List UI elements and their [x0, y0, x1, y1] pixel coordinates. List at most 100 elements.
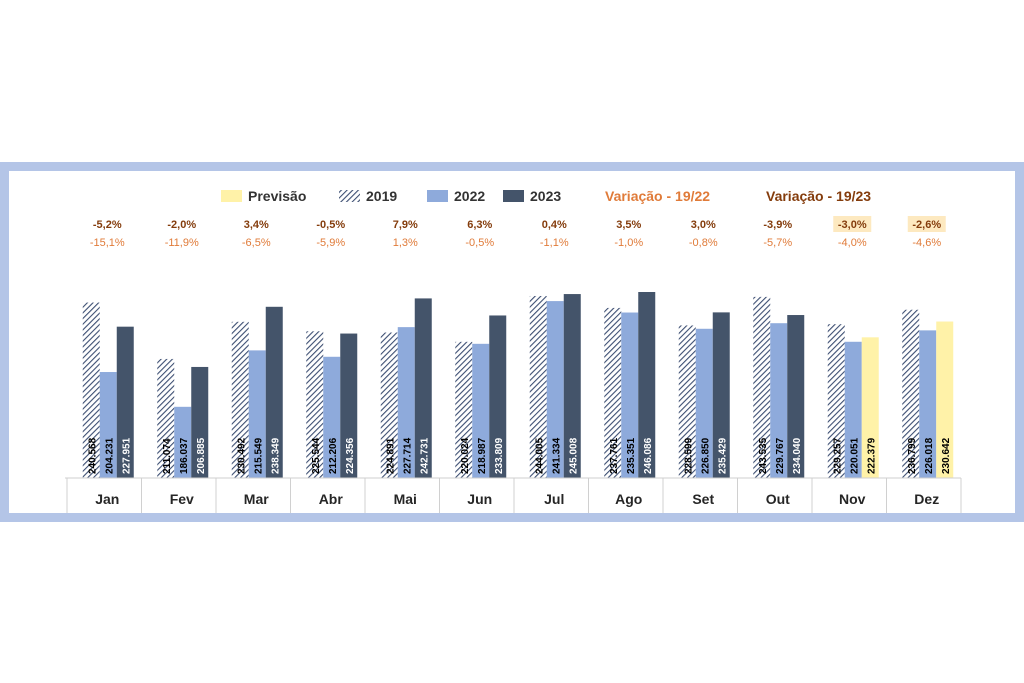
- variation-19-23-label: -5,2%: [93, 219, 122, 231]
- bar-value-label: 236.799: [907, 437, 918, 474]
- month-label: Out: [766, 491, 790, 507]
- bar-value-label: 234.040: [792, 437, 803, 474]
- bar-value-label: 244.005: [534, 437, 545, 474]
- variation-19-22-label: 1,3%: [393, 237, 418, 249]
- bar-2022: [248, 350, 266, 478]
- legend-variacao-19-23-label: Variação - 19/23: [766, 188, 871, 204]
- bar-2023: [191, 366, 209, 478]
- bar-2023: [712, 312, 730, 478]
- bar-value-label: 235.429: [717, 437, 728, 474]
- bar-2019: [753, 296, 771, 478]
- bar-2023: [340, 333, 358, 478]
- bar-value-label: 237.761: [609, 437, 620, 474]
- bar-2019: [529, 295, 547, 478]
- bar-2023: [265, 306, 283, 478]
- bar-value-label: 243.535: [758, 437, 769, 474]
- bar-2023: [414, 298, 432, 478]
- bar-value-label: 218.987: [477, 437, 488, 474]
- variation-19-23-label: -2,6%: [912, 219, 941, 231]
- legend-2019-label: 2019: [366, 188, 397, 204]
- variation-19-23-label: 3,5%: [616, 219, 641, 231]
- bar-2022: [174, 406, 192, 478]
- variation-19-22-label: -4,6%: [912, 237, 941, 249]
- month-label: Jan: [95, 491, 119, 507]
- bar-value-label: 241.334: [551, 437, 562, 474]
- bar-value-label: 211.074: [162, 438, 173, 474]
- bar-value-label: 227.714: [402, 437, 413, 474]
- variation-19-23-label: 0,4%: [542, 219, 567, 231]
- month-label: Mar: [244, 491, 269, 507]
- bar-2019: [604, 307, 622, 478]
- bar-2023: [116, 326, 134, 478]
- bar-value-label: 220.024: [460, 437, 471, 474]
- bar-2022: [919, 330, 937, 478]
- bar-2023: [489, 315, 507, 478]
- bar-2022: [844, 341, 862, 478]
- bar-value-label: 233.809: [494, 437, 505, 474]
- month-label: Abr: [319, 491, 344, 507]
- bar-value-label: 246.086: [643, 437, 654, 474]
- bar-2023: [936, 321, 954, 478]
- month-label: Set: [692, 491, 714, 507]
- legend-2019-swatch: [339, 190, 360, 202]
- legend-2022-label: 2022: [454, 188, 485, 204]
- bar-value-label: 225.544: [311, 437, 322, 474]
- bar-value-label: 186.037: [179, 437, 190, 474]
- bar-2019: [157, 358, 175, 478]
- bar-value-label: 227.951: [121, 437, 132, 474]
- bar-2023: [787, 315, 805, 478]
- chart: Previsão 2019 2022 2023 Variação - 19/22 Vari…: [65, 188, 962, 513]
- month-label: Nov: [839, 491, 866, 507]
- bar-value-label: 235.351: [626, 437, 637, 474]
- month-label: Dez: [914, 491, 939, 507]
- bar-2023: [563, 294, 581, 478]
- variation-labels: -5,2% -15,1% -2,0% -11,9% 3,4% -6,5% -0,5% -5,9…: [90, 216, 946, 249]
- variation-19-22-label: -5,7%: [763, 237, 792, 249]
- variation-19-22-label: -4,0%: [838, 237, 867, 249]
- variation-19-23-label: -3,9%: [763, 219, 792, 231]
- bar-2022: [770, 323, 788, 478]
- bar-2022: [397, 327, 415, 478]
- month-label: Ago: [615, 491, 642, 507]
- legend-2023-swatch: [503, 190, 524, 202]
- variation-19-22-label: -1,1%: [540, 237, 569, 249]
- bar-value-label: 245.008: [568, 437, 579, 474]
- x-axis: Jan Fev Mar Abr Mai Jun Jul Ago Set Out Nov Dez: [65, 477, 962, 513]
- bar-2019: [231, 321, 249, 478]
- bar-2019: [380, 332, 398, 478]
- chart-frame: Previsão 2019 2022 2023 Variação - 19/22 Vari…: [0, 162, 1024, 522]
- bar-2019: [82, 302, 100, 478]
- bar-value-label: 230.642: [941, 437, 952, 474]
- variation-19-23-label: -3,0%: [838, 219, 867, 231]
- bar-2019: [306, 331, 324, 478]
- bar-2022: [546, 301, 564, 478]
- bar-value-label: 238.349: [270, 437, 281, 474]
- legend-previsao-swatch: [221, 190, 242, 202]
- bar-value-label: 229.257: [832, 437, 843, 474]
- month-label: Jul: [544, 491, 564, 507]
- bar-value-label: 220.051: [849, 437, 860, 474]
- bar-value-label: 229.767: [775, 437, 786, 474]
- bar-value-label: 226.850: [700, 437, 711, 474]
- bar-value-label: 222.379: [866, 437, 877, 474]
- legend: Previsão 2019 2022 2023 Variação - 19/22 Vari…: [221, 188, 871, 204]
- bar-value-label: 240.568: [87, 437, 98, 474]
- bar-2019: [455, 341, 473, 478]
- bar-value-label: 228.599: [683, 437, 694, 474]
- bar-2022: [99, 372, 117, 478]
- bar-2023: [861, 337, 879, 478]
- bar-value-label: 230.492: [236, 437, 247, 474]
- bar-2019: [678, 325, 696, 478]
- month-label: Jun: [467, 491, 492, 507]
- variation-19-22-label: -1,0%: [614, 237, 643, 249]
- variation-19-23-label: -2,0%: [167, 219, 196, 231]
- variation-19-23-label: 3,4%: [244, 219, 269, 231]
- bar-2023: [638, 292, 656, 478]
- bar-2022: [621, 312, 639, 478]
- bar-2022: [323, 356, 341, 478]
- variation-19-23-label: 7,9%: [393, 219, 418, 231]
- variation-19-23-label: -0,5%: [316, 219, 345, 231]
- legend-2022-swatch: [427, 190, 448, 202]
- variation-19-23-label: 6,3%: [467, 219, 492, 231]
- legend-2023-label: 2023: [530, 188, 561, 204]
